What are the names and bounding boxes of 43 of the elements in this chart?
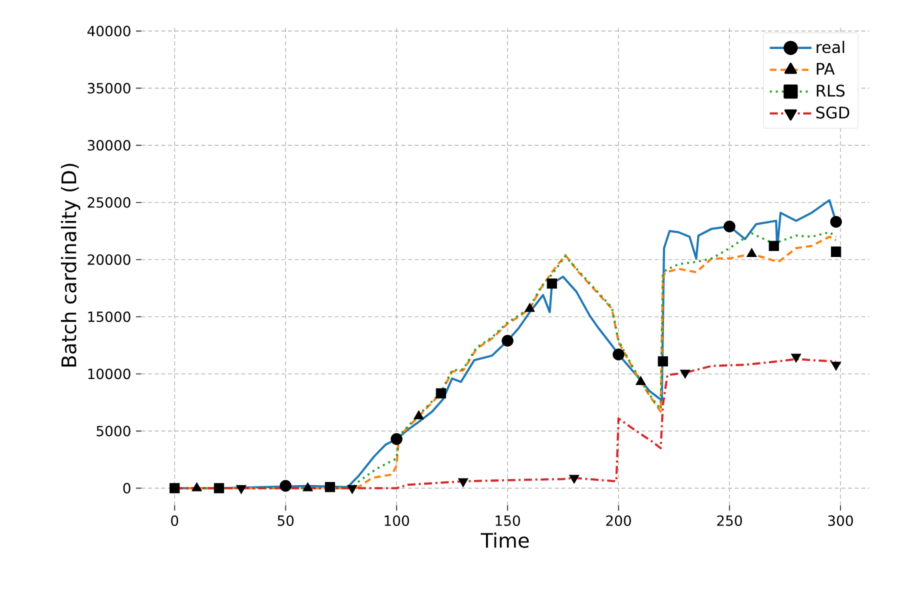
x-tick-label: 50 [278, 515, 294, 526]
y-tick-label: 40000 [87, 26, 130, 36]
y-tick-label: 15000 [88, 311, 130, 322]
y-tick-label: 25000 [88, 197, 130, 208]
y-tick-label: 0 [123, 482, 130, 494]
y-tick-label: 30000 [88, 140, 130, 151]
x-axis-title: Time [480, 532, 529, 548]
point [324, 482, 336, 492]
y-tick-label: 10000 [88, 368, 130, 380]
point [680, 370, 690, 379]
x-tick-label: 250 [717, 515, 742, 526]
point [436, 388, 446, 398]
x-tick-label: 100 [384, 515, 409, 526]
legend-label: PA [816, 62, 835, 75]
point [280, 480, 292, 492]
point [236, 485, 246, 494]
point [390, 433, 402, 445]
point [830, 216, 842, 228]
y-axis-title: Batch cardinality (D) [60, 164, 80, 367]
point [612, 348, 624, 360]
y-tick-label: 20000 [88, 254, 130, 265]
point [746, 248, 757, 257]
x-tick-label: 150 [496, 515, 520, 526]
y-tick-label: 35000 [88, 82, 130, 94]
point [546, 278, 558, 289]
point [347, 485, 358, 494]
legend-label: RLS [816, 84, 845, 97]
x-tick-label: 0 [171, 515, 178, 526]
y-tick-label: 5000 [96, 426, 130, 436]
point [458, 478, 468, 488]
point [502, 334, 514, 347]
point [724, 220, 736, 232]
point [658, 356, 668, 366]
legend-label: real [816, 40, 844, 54]
x-tick-label: 200 [606, 515, 631, 526]
point [790, 354, 802, 363]
x-tick-label: 300 [828, 515, 853, 526]
point [170, 483, 180, 494]
point [768, 240, 779, 251]
point [830, 362, 842, 371]
point [214, 483, 224, 494]
point [569, 474, 580, 484]
legend-label: SGD [816, 106, 850, 119]
